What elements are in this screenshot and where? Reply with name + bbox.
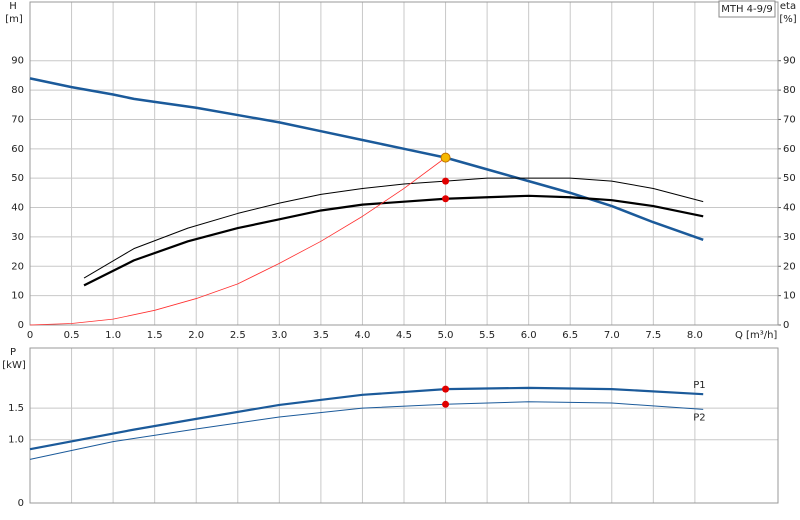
y-tick-label: 30 <box>11 232 24 243</box>
x-tick-label: 3.5 <box>313 330 329 341</box>
x-tick-label: 1.0 <box>105 330 121 341</box>
y2-tick-label: 90 <box>783 56 796 67</box>
duty-point <box>440 152 451 163</box>
y-axis-unit: [kW] <box>2 360 26 371</box>
y2-tick-label: 80 <box>783 85 796 96</box>
duty-point <box>442 177 450 185</box>
y-tick-label: 0 <box>18 498 24 509</box>
y2-tick-label: 20 <box>783 261 796 272</box>
annotation: MTH 4-9/9 <box>721 4 773 15</box>
x-axis-label: Q [m³/h] <box>735 330 777 341</box>
x-tick-label: 3.0 <box>271 330 287 341</box>
annotation-box <box>718 0 776 18</box>
plot-frame <box>29 1 779 326</box>
y-tick-label: 80 <box>11 85 24 96</box>
x-tick-label: 6.0 <box>521 330 537 341</box>
series-label: P2 <box>693 412 705 423</box>
y-axis-label: H <box>9 1 17 12</box>
y2-axis-label: eta <box>780 1 796 12</box>
y-axis-label: P <box>10 347 16 358</box>
x-tick-label: 2.0 <box>188 330 204 341</box>
x-tick-label: 8.0 <box>687 330 703 341</box>
x-tick-label: 4.5 <box>396 330 412 341</box>
y-axis-unit: [m] <box>5 14 23 25</box>
y2-tick-label: 10 <box>783 291 796 302</box>
x-tick-label: 1.5 <box>147 330 163 341</box>
x-tick-label: 5.0 <box>438 330 454 341</box>
curve <box>29 401 704 460</box>
duty-point <box>442 400 450 408</box>
x-tick-label: 0.5 <box>64 330 80 341</box>
y2-tick-label: 0 <box>783 320 789 331</box>
y2-tick-label: 50 <box>783 173 796 184</box>
curve <box>83 177 704 279</box>
y-tick-label: 0 <box>18 320 24 331</box>
x-tick-label: 2.5 <box>230 330 246 341</box>
duty-point <box>442 385 450 393</box>
curve <box>29 386 704 451</box>
y2-tick-label: 40 <box>783 203 796 214</box>
y-tick-label: 60 <box>11 144 24 155</box>
curve <box>83 194 704 287</box>
duty-point <box>442 195 450 203</box>
y2-tick-label: 60 <box>783 144 796 155</box>
y-tick-label: 10 <box>11 291 24 302</box>
plot-frame <box>29 347 779 504</box>
x-tick-label: 6.5 <box>562 330 578 341</box>
curve <box>29 77 704 242</box>
curve <box>29 157 446 326</box>
y-tick-label: 40 <box>11 203 24 214</box>
y2-tick-label: 30 <box>783 232 796 243</box>
x-tick-label: 4.0 <box>354 330 370 341</box>
y-tick-label: 1.5 <box>8 403 24 414</box>
y-tick-label: 20 <box>11 261 24 272</box>
y-tick-label: 90 <box>11 56 24 67</box>
y-tick-label: 50 <box>11 173 24 184</box>
series-label: P1 <box>693 380 705 391</box>
x-tick-label: 7.0 <box>604 330 620 341</box>
x-tick-label: 7.5 <box>645 330 661 341</box>
y2-tick-label: 70 <box>783 114 796 125</box>
x-tick-label: 5.5 <box>479 330 495 341</box>
x-tick-label: 0 <box>27 330 33 341</box>
y-tick-label: 1.0 <box>8 435 24 446</box>
y2-axis-unit: [%] <box>779 14 796 25</box>
y-tick-label: 70 <box>11 114 24 125</box>
